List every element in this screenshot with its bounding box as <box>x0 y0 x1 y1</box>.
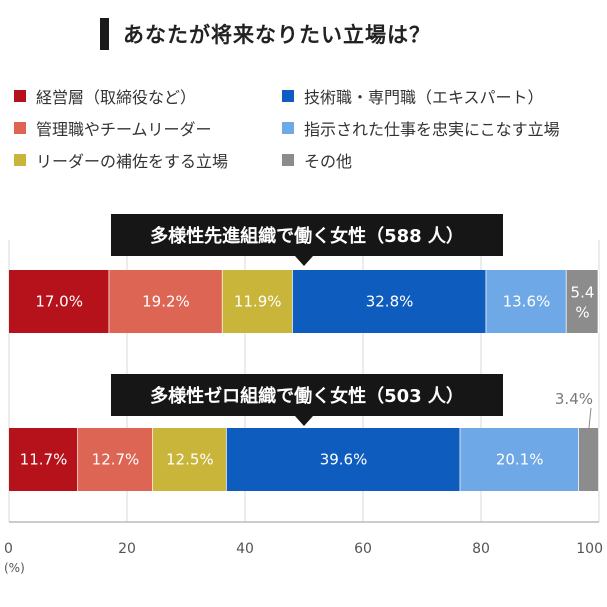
data-label: 11.7% <box>20 451 68 469</box>
bar-segment <box>578 428 599 491</box>
bar-segment <box>152 428 227 491</box>
bar-segment <box>9 270 110 333</box>
label-leader-line <box>588 407 592 429</box>
bar-segment <box>460 428 579 491</box>
bar-segment <box>9 428 79 491</box>
x-axis-unit: (%) <box>4 561 25 575</box>
data-label: 20.1% <box>496 451 544 469</box>
legend-item-specialist: 技術職・専門職（エキスパート） <box>282 85 544 107</box>
category-label: 多様性先進組織で働く女性（588 人） <box>150 225 464 247</box>
data-label: 17.0% <box>35 293 83 311</box>
x-tick-label: 100 <box>576 541 603 557</box>
legend-label: 指示された仕事を忠実にこなす立場 <box>304 120 560 139</box>
data-label: 11.9% <box>234 293 282 311</box>
legend-label: 技術職・専門職（エキスパート） <box>304 88 544 107</box>
legend-label: 経営層（取締役など） <box>36 88 197 107</box>
x-tick-label: 20 <box>118 541 136 557</box>
legend-swatch <box>14 154 26 166</box>
data-label: 12.7% <box>92 451 140 469</box>
category-label: 多様性ゼロ組織で働く女性（503 人） <box>150 385 464 407</box>
legend-item-follower: 指示された仕事を忠実にこなす立場 <box>282 117 560 139</box>
data-label: 5.4% <box>571 284 595 322</box>
bar-segment <box>292 270 487 333</box>
category-callout-pointer <box>295 416 313 426</box>
bar-segment <box>222 270 293 333</box>
legend-swatch <box>282 122 294 134</box>
data-label: 12.5% <box>166 451 214 469</box>
bar-segment <box>226 428 461 491</box>
bar-segment <box>486 270 567 333</box>
bar-segment <box>78 428 153 491</box>
legend-label: リーダーの補佐をする立場 <box>36 152 229 171</box>
legend-swatch <box>14 122 26 134</box>
legend-label: その他 <box>304 152 353 171</box>
data-label: 3.4% <box>555 390 593 408</box>
legend-item-assistant: リーダーの補佐をする立場 <box>14 149 228 171</box>
category-callout-pointer <box>295 256 313 266</box>
chart-title-block: あなたが将来なりたい立場は？ <box>100 18 431 50</box>
x-tick-label: 40 <box>236 541 254 557</box>
legend-label: 管理職やチームリーダー <box>36 120 212 139</box>
data-label: 39.6% <box>320 451 368 469</box>
legend-item-manager: 管理職やチームリーダー <box>14 117 212 139</box>
legend-item-executive: 経営層（取締役など） <box>14 85 196 107</box>
title-accent-bar <box>100 18 109 50</box>
bar-segment <box>109 270 223 333</box>
legend-item-other: その他 <box>282 149 352 171</box>
data-label: 13.6% <box>503 293 551 311</box>
bar-segment <box>566 270 599 333</box>
data-label: 19.2% <box>142 293 190 311</box>
category-callout-box <box>111 374 503 416</box>
legend-swatch <box>282 90 294 102</box>
chart-title: あなたが将来なりたい立場は？ <box>123 23 431 47</box>
data-label: 32.8% <box>366 293 414 311</box>
x-tick-label: 0 <box>4 541 13 557</box>
x-tick-label: 80 <box>472 541 490 557</box>
legend-swatch <box>14 90 26 102</box>
x-tick-label: 60 <box>354 541 372 557</box>
category-callout-box <box>111 214 503 256</box>
legend-swatch <box>282 154 294 166</box>
